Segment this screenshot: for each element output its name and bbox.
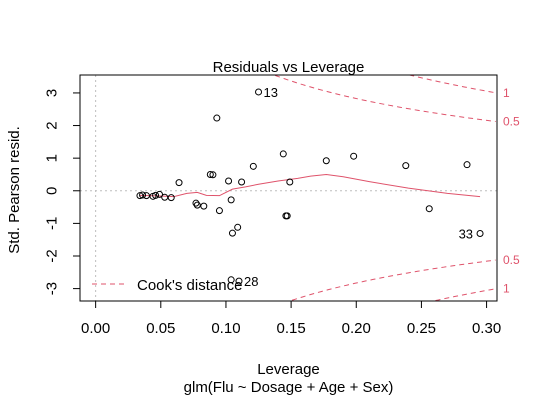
legend: Cook's distance: [92, 277, 242, 294]
data-point-11: [200, 202, 208, 210]
point-label-28: 28: [244, 274, 258, 289]
data-point-31: [425, 205, 433, 213]
cooks-level-label-0-5-upper: 0.5: [503, 115, 520, 129]
data-point-32: [463, 161, 471, 169]
y-axis-label: Std. Pearson resid.: [6, 126, 23, 254]
data-point-18: [228, 229, 236, 237]
smoother-group: [139, 173, 481, 198]
cooks-curve-1-upper: [407, 75, 496, 94]
point-label-33: 33: [459, 226, 473, 241]
y-axis: -3 -2 -1 0 1 2 3: [44, 89, 81, 295]
data-point-34: [227, 276, 235, 284]
cooks-distance-curves: [272, 75, 496, 301]
y-tick-label-5: 2: [44, 121, 61, 129]
data-point-13: [209, 171, 217, 179]
data-point-27: [286, 178, 294, 186]
data-point-23: [235, 277, 243, 285]
data-point-33: [476, 229, 484, 237]
y-tick-label-1: -2: [44, 249, 61, 262]
data-point-17: [227, 196, 235, 204]
x-tick-label-5: 0.25: [407, 320, 436, 337]
legend-cooks-label: Cook's distance: [137, 277, 242, 294]
data-point-15: [215, 207, 223, 215]
data-point-5: [155, 190, 163, 198]
y-tick-label-4: 1: [44, 154, 61, 162]
chart-title: Residuals vs Leverage: [213, 59, 365, 76]
cooks-level-label-1-upper: 1: [503, 86, 510, 100]
data-point-6: [161, 193, 169, 201]
y-tick-label-3: 0: [44, 187, 61, 195]
y-tick-label-6: 3: [44, 89, 61, 97]
points-group: [136, 88, 484, 285]
data-point-16: [225, 177, 233, 185]
point-label-13: 13: [264, 85, 278, 100]
smoother-line: [139, 173, 481, 198]
data-point-1: [139, 191, 147, 199]
x-tick-label-4: 0.20: [342, 320, 371, 337]
y-tick-label-2: -1: [44, 217, 61, 230]
data-point-22: [255, 88, 263, 96]
y-tick-label-0: -3: [44, 282, 61, 295]
data-point-21: [249, 162, 257, 170]
x-tick-label-0: 0.00: [81, 320, 110, 337]
data-point-0: [136, 192, 144, 200]
data-point-7: [167, 194, 175, 202]
data-point-19: [234, 223, 242, 231]
x-tick-label-3: 0.15: [277, 320, 306, 337]
data-point-26: [283, 212, 291, 220]
data-point-28: [322, 157, 330, 165]
data-point-20: [238, 178, 246, 186]
point-labels: 13 28 33: [244, 85, 473, 289]
data-point-30: [402, 162, 410, 170]
cook-level-labels: 0.5 0.5 1 1: [503, 86, 520, 296]
data-point-2: [142, 192, 150, 200]
x-axis: 0.00 0.05 0.10 0.15 0.20 0.25 0.30: [81, 300, 501, 337]
data-point-9: [192, 199, 200, 207]
x-tick-label-2: 0.10: [211, 320, 240, 337]
reference-lines: [80, 75, 497, 301]
x-tick-label-1: 0.05: [146, 320, 175, 337]
x-axis-label: Leverage: [257, 361, 320, 378]
data-point-14: [213, 114, 221, 122]
data-point-8: [175, 179, 183, 187]
data-point-4: [152, 191, 160, 199]
data-point-12: [206, 170, 214, 178]
x-tick-label-6: 0.30: [472, 320, 501, 337]
data-point-29: [350, 152, 358, 160]
data-point-10: [193, 201, 201, 209]
cooks-level-label-1-lower: 1: [503, 282, 510, 296]
data-point-24: [279, 150, 287, 158]
x-axis-subtitle: glm(Flu ~ Dosage + Age + Sex): [184, 379, 394, 396]
plot-box: [79, 74, 498, 302]
cooks-level-label-0-5-lower: 0.5: [503, 253, 520, 267]
